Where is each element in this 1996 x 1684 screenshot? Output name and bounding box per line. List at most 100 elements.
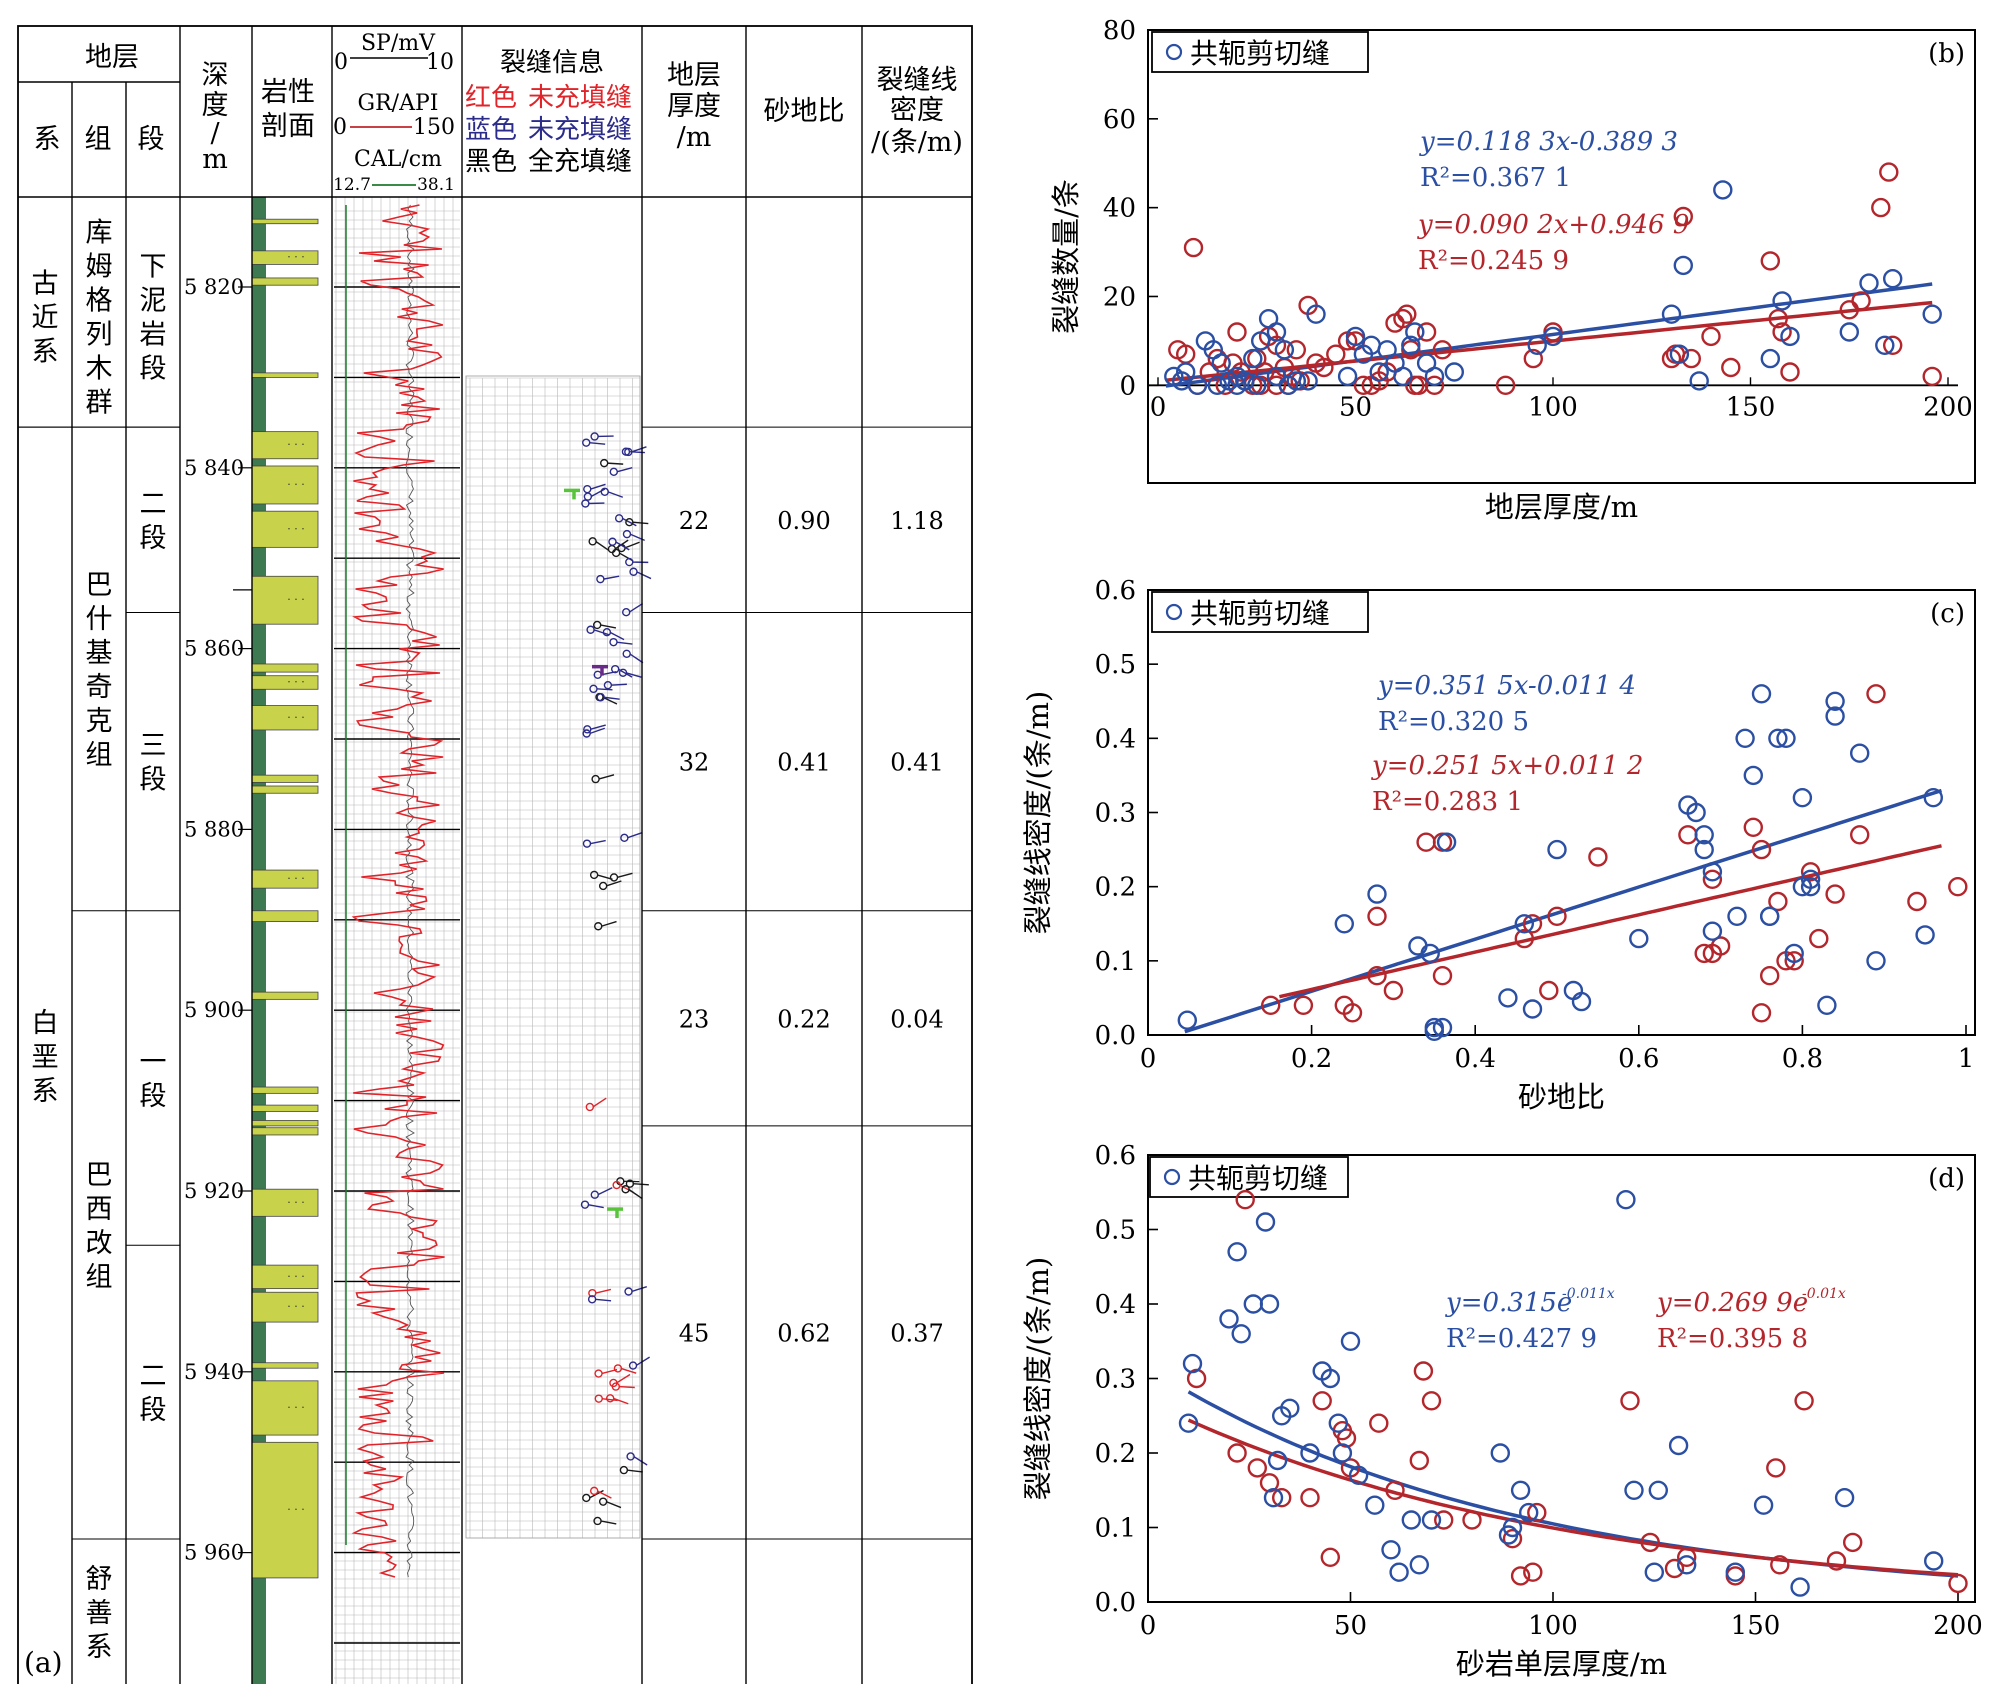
sand-layer xyxy=(251,663,319,673)
data-point-blue xyxy=(1624,1480,1644,1501)
data-point-blue xyxy=(1231,1324,1251,1344)
fracture-tadpole-tail xyxy=(616,466,633,473)
fracture-tadpole-tail xyxy=(590,483,606,490)
x-tick-label: 0 xyxy=(1140,1044,1157,1074)
data-point-blue xyxy=(1753,1495,1774,1515)
header-lithology-2: 剖面 xyxy=(261,111,315,142)
data-point-red xyxy=(1871,197,1891,218)
fit-equation-blue: y=0.351 5x-0.011 4 xyxy=(1377,671,1636,701)
data-point-red xyxy=(1784,951,1804,971)
system-name: 近 xyxy=(32,302,59,333)
data-point-blue xyxy=(1432,1017,1453,1038)
y-tick-label: 0.2 xyxy=(1095,1439,1136,1469)
data-point-blue xyxy=(1839,322,1860,342)
fracture-tadpole-head xyxy=(590,432,599,441)
fracture-tadpole-tail xyxy=(616,1373,631,1384)
member-name: 岩 xyxy=(140,319,167,350)
fracture-tadpole-tail xyxy=(628,1188,643,1199)
fracture-tadpole-head xyxy=(626,1452,635,1461)
fracture-tadpole-tail xyxy=(631,1285,648,1293)
formation-name: 改 xyxy=(86,1228,113,1259)
fracture-track-frame xyxy=(465,375,641,1539)
table-lines xyxy=(17,25,973,1684)
data-point-blue xyxy=(1401,335,1421,355)
data-point-blue xyxy=(1320,1368,1341,1389)
fracture-tadpole-head xyxy=(583,484,592,494)
interval-values: 22 0.90 1.18 32 0.41 0.41 23 0.22 0.04 45 0.62 0.37 xyxy=(679,507,944,1348)
x-tick-label: 150 xyxy=(1726,392,1776,422)
legend-text: 共轭剪切缝 xyxy=(1190,597,1330,630)
sand-layer xyxy=(251,250,319,265)
fracture-tadpole-tail xyxy=(592,1097,607,1108)
legend-box xyxy=(1151,31,1369,73)
data-point-red xyxy=(1849,825,1870,845)
data-point-red xyxy=(1702,869,1723,889)
data-point-blue xyxy=(1332,1443,1353,1463)
sand-layer xyxy=(251,1264,319,1290)
data-point-red xyxy=(1766,1458,1786,1478)
fracture-tadpole-head xyxy=(582,1493,591,1503)
header-lithology-1: 岩性 xyxy=(261,77,315,108)
data-point-red xyxy=(1751,839,1772,860)
x-tick-label: 100 xyxy=(1528,1611,1578,1641)
data-point-blue xyxy=(1340,1331,1361,1352)
data-point-blue xyxy=(1255,1212,1276,1232)
data-point-red xyxy=(1342,1003,1363,1023)
sand-layer xyxy=(251,991,319,1000)
formation-name: 基 xyxy=(86,638,113,669)
data-point-red xyxy=(1433,1510,1454,1530)
fracture-tadpole-tail xyxy=(595,1298,612,1302)
header-system: 系 xyxy=(34,124,61,155)
data-point-blue xyxy=(1393,366,1413,387)
fracture-tadpole-tail xyxy=(601,1397,618,1402)
data-point-blue xyxy=(1502,1517,1523,1538)
fracture-tadpole-head xyxy=(583,492,593,501)
formation-name: 西 xyxy=(86,1194,113,1225)
fracture-tadpole-tail xyxy=(612,1397,629,1405)
data-point-blue xyxy=(1259,1294,1280,1314)
sand-layer xyxy=(251,910,319,923)
data-point-red xyxy=(1701,326,1721,347)
data-point-blue xyxy=(1401,1510,1422,1530)
fracture-tadpole-tail xyxy=(636,571,652,580)
fracture-tadpole-tail xyxy=(632,521,649,525)
fracture-tadpole-tail xyxy=(607,462,624,465)
formation-name: 木 xyxy=(86,353,113,384)
sand-layer xyxy=(251,1380,319,1436)
data-point-red xyxy=(1678,825,1698,845)
fracture-tadpole-tail xyxy=(600,1520,617,1525)
fracture-tadpole-tail xyxy=(589,839,606,845)
data-point-red xyxy=(1673,206,1694,227)
data-point-red xyxy=(1271,1487,1292,1508)
sand-layer xyxy=(251,575,319,625)
fracture-tadpole-tail xyxy=(607,491,624,498)
x-tick-label: 0 xyxy=(1150,392,1167,422)
panel-label: (d) xyxy=(1928,1164,1965,1194)
data-point-blue xyxy=(1207,375,1228,395)
fracture-tadpole-tail xyxy=(590,724,606,731)
fit-line-red xyxy=(1279,844,1942,999)
data-point-blue xyxy=(1247,375,1267,395)
fracture-tadpole-head xyxy=(609,637,618,647)
member-name: 段 xyxy=(140,1395,167,1426)
formation-name: 巴 xyxy=(86,1160,113,1191)
system-name: 系 xyxy=(32,336,59,367)
data-point-red xyxy=(1851,291,1871,311)
data-point-red xyxy=(1768,309,1788,329)
data-point-blue xyxy=(1644,1562,1665,1582)
data-point-blue xyxy=(1514,914,1535,934)
sand-layer xyxy=(251,1441,319,1579)
data-point-red xyxy=(1495,375,1516,395)
fracture-tadpole-tail xyxy=(601,1368,618,1375)
y-tick-label: 20 xyxy=(1103,282,1136,312)
data-point-blue xyxy=(1689,371,1709,391)
fracture-tadpole-tail xyxy=(595,540,610,551)
data-point-blue xyxy=(1250,331,1271,351)
fracture-tadpole-tail xyxy=(600,624,617,629)
interval-sand-ratio: 0.62 xyxy=(777,1319,830,1347)
data-point-red xyxy=(1721,357,1741,378)
legend-marker xyxy=(1165,43,1183,61)
sand-dots: · · · xyxy=(287,478,304,491)
data-point-blue xyxy=(1825,706,1845,726)
data-point-blue xyxy=(1676,1555,1697,1575)
